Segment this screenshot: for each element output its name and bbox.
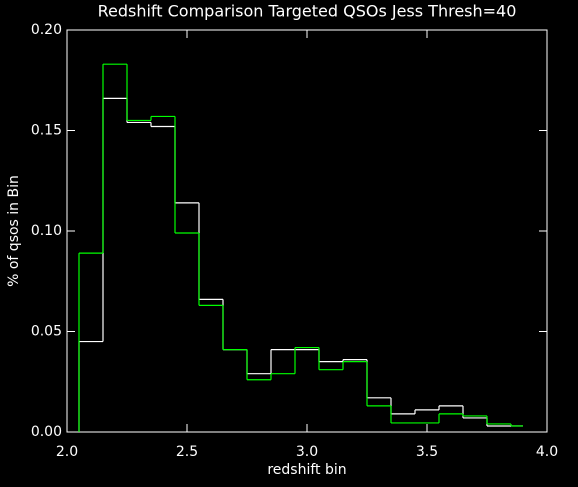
y-tick-label: 0.05: [31, 324, 62, 340]
y-tick-label: 0.20: [31, 22, 62, 38]
x-tick-label: 3.0: [296, 444, 318, 460]
y-axis-label: % of qsos in Bin: [6, 175, 22, 287]
y-tick-label: 0.15: [31, 123, 62, 139]
y-tick-label: 0.00: [31, 424, 62, 440]
chart-title: Redshift Comparison Targeted QSOs Jess T…: [98, 2, 517, 21]
x-tick-label: 4.0: [536, 444, 558, 460]
x-tick-label: 3.5: [416, 444, 438, 460]
y-tick-label: 0.10: [31, 223, 62, 239]
x-tick-label: 2.5: [176, 444, 198, 460]
x-tick-label: 2.0: [56, 444, 78, 460]
x-axis-label: redshift bin: [267, 462, 346, 478]
